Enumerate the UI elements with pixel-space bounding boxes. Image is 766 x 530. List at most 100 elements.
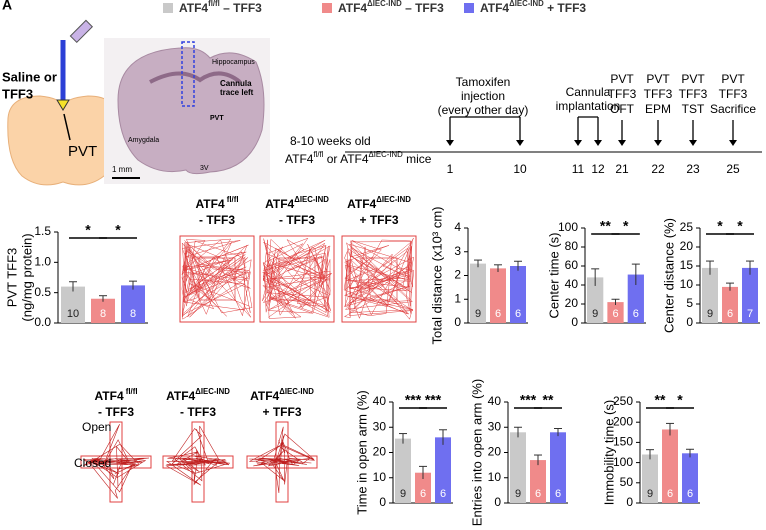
legend-swatch — [163, 3, 173, 13]
y-axis-label: Center time (s) — [546, 233, 561, 319]
day-label: 1 — [447, 162, 454, 176]
open-field-arena — [259, 235, 335, 323]
arrow-head — [654, 140, 662, 146]
y-tick-label: 10 — [373, 470, 387, 484]
event-label: TFF3 — [679, 87, 708, 101]
y-tick-label: 10 — [488, 470, 502, 484]
bar — [435, 437, 451, 503]
significance-label: * — [677, 392, 683, 408]
y-tick-label: 3 — [454, 244, 461, 258]
y-tick-label: 20 — [488, 445, 502, 459]
group-label: - TFF3 — [279, 213, 315, 227]
text-part: ATF4 — [166, 389, 195, 403]
y-tick-label: 2 — [454, 268, 461, 282]
track — [343, 237, 415, 320]
y-tick-label: 25 — [680, 220, 694, 234]
arrow-head — [574, 140, 582, 146]
group-label: - TFF3 — [199, 213, 235, 227]
superscript: ΔIEC-IND — [369, 150, 404, 159]
schematic-label: Saline or — [2, 69, 57, 84]
day-label: 23 — [686, 162, 700, 176]
text-part: – TFF3 — [402, 1, 444, 15]
histology-label: Amygdala — [128, 137, 159, 144]
bar — [61, 286, 85, 323]
significance-label: * — [85, 222, 91, 238]
track — [181, 238, 253, 320]
event-label: PVT — [646, 72, 670, 86]
histology-label: trace left — [220, 88, 254, 97]
y-tick-label: 20 — [565, 296, 579, 310]
y-tick-label: 250 — [613, 394, 633, 408]
bar — [742, 267, 758, 323]
open-field-arena — [179, 235, 255, 323]
significance-label: ** — [543, 392, 554, 408]
y-tick-label: 200 — [613, 414, 633, 428]
y-tick-label: 4 — [454, 220, 461, 234]
arm-label: Closed — [74, 456, 111, 470]
y-tick-label: 30 — [373, 419, 387, 433]
y-tick-label: 50 — [620, 475, 634, 489]
group-label: + TFF3 — [262, 405, 301, 419]
text-part: or ATF4 — [323, 152, 368, 166]
bar — [722, 286, 738, 323]
group-label: - TFF3 — [98, 405, 134, 419]
text-part: ATF4 — [179, 1, 208, 15]
bar — [415, 472, 431, 503]
y-tick-label: 15 — [680, 258, 694, 272]
timeline-subjects: ATF4fl/fl or ATF4ΔIEC-IND mice — [285, 150, 432, 166]
superscript: ΔIEC-IND — [279, 387, 314, 396]
n-label: 6 — [687, 488, 693, 500]
histology-label: 1 mm — [112, 165, 132, 174]
day-label: 22 — [651, 162, 665, 176]
text-part: ATF4 — [480, 1, 509, 15]
event-label: TFF3 — [719, 87, 748, 101]
track — [262, 237, 333, 319]
y-axis-label: Time in open arm (%) — [354, 390, 369, 515]
legend-label: ATF4fl/fl – TFF3 — [179, 0, 262, 15]
n-label: 6 — [555, 488, 561, 500]
text-part: ATF4 — [338, 1, 367, 15]
legend-swatch — [322, 3, 332, 13]
significance-label: * — [737, 218, 743, 234]
y-axis-label: Center distance (%) — [661, 218, 676, 333]
event-label: (every other day) — [438, 103, 529, 117]
significance-label: ** — [600, 218, 611, 234]
y-tick-label: 0.0 — [34, 315, 51, 329]
text-part: ATF4 — [285, 152, 314, 166]
group-label: ATF4 fl/fl — [196, 195, 239, 211]
text-part: mice — [403, 152, 432, 166]
arrow-head — [618, 140, 626, 146]
n-label: 6 — [440, 488, 446, 500]
y-tick-label: 0 — [379, 495, 386, 509]
arrow-head — [729, 140, 737, 146]
pvt-target — [56, 99, 70, 111]
n-label: 8 — [100, 308, 106, 320]
n-label: 6 — [633, 308, 639, 320]
arrow-head — [689, 140, 697, 146]
track — [249, 426, 315, 494]
y-tick-label: 10 — [680, 277, 694, 291]
bar — [682, 453, 698, 503]
n-label: 6 — [495, 308, 501, 320]
schematic-label: PVT — [68, 143, 97, 160]
bar — [510, 266, 526, 323]
n-label: 9 — [592, 308, 598, 320]
y-tick-label: 1.0 — [34, 255, 51, 269]
n-label: 7 — [747, 308, 753, 320]
bar — [510, 432, 526, 503]
group-label: ATF4 fl/fl — [95, 387, 138, 403]
y-axis-label: Entries into open arm (%) — [469, 379, 484, 526]
y-tick-label: 40 — [565, 277, 579, 291]
day-label: 10 — [513, 162, 527, 176]
text-part: ATF4 — [265, 197, 294, 211]
superscript: ΔIEC-IND — [294, 195, 329, 204]
day-label: 11 — [572, 162, 585, 176]
text-part: ATF4 — [196, 197, 225, 211]
y-tick-label: 80 — [565, 239, 579, 253]
y-tick-label: 0 — [454, 315, 461, 329]
y-tick-label: 0 — [571, 315, 578, 329]
y-axis-label: Immobility time (s) — [601, 400, 616, 505]
bar — [587, 277, 604, 323]
bar — [91, 298, 115, 323]
